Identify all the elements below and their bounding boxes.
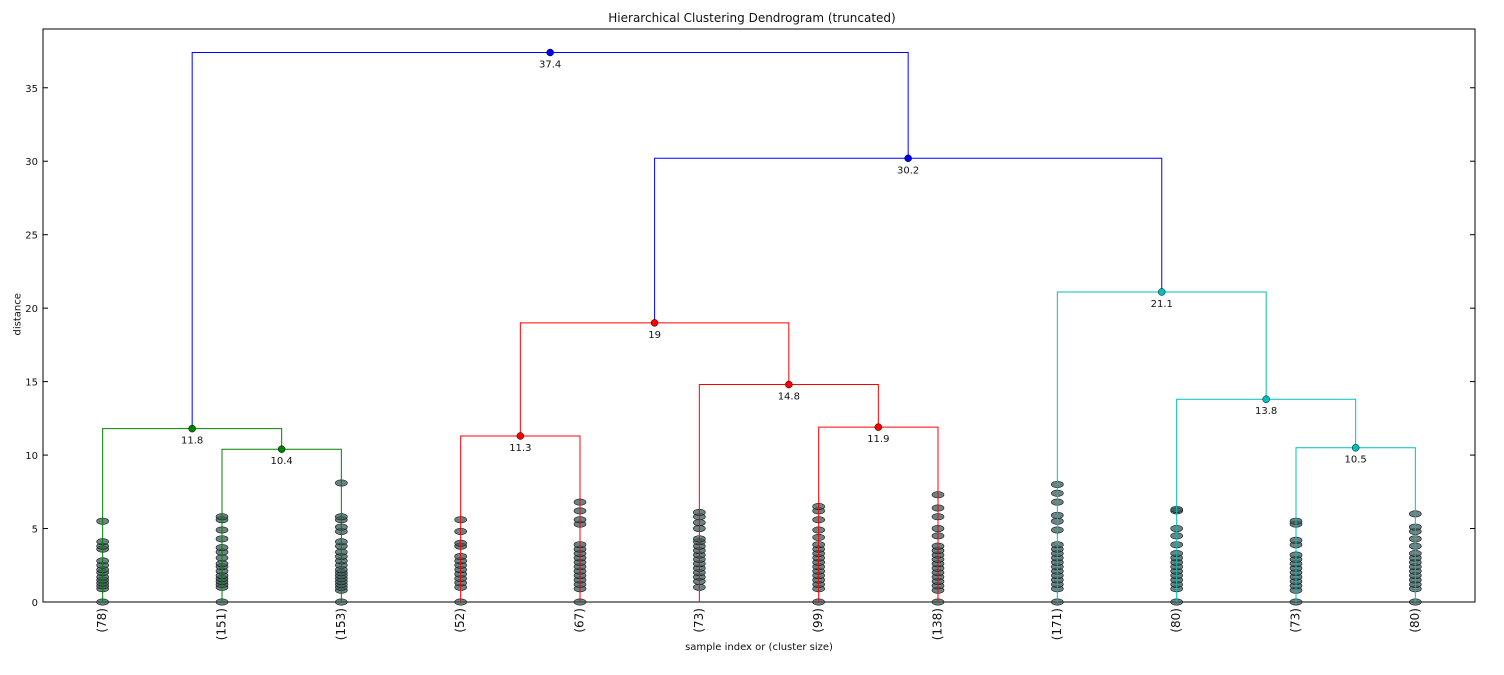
x-tick-label: (80)	[1169, 608, 1183, 633]
x-tick-label: (153)	[334, 608, 348, 640]
leaf-points-group	[96, 479, 1422, 606]
y-tick-label: 30	[25, 157, 38, 168]
dendrogram-link	[1176, 398, 1357, 602]
x-tick-label: (138)	[931, 608, 945, 640]
merge-point	[1262, 395, 1270, 403]
merge-point	[188, 424, 196, 433]
y-tick-label: 10	[25, 451, 38, 462]
dendrogram-link	[818, 426, 939, 602]
dendrogram-link	[191, 52, 909, 429]
y-axis-label: distance	[12, 293, 24, 336]
merge-distance-label: 11.8	[181, 436, 203, 447]
merge-distance-label: 13.8	[1255, 406, 1277, 417]
dendrogram-link	[460, 435, 581, 602]
merge-distance-label: 19	[648, 330, 661, 341]
merge-distance-label: 37.4	[539, 60, 561, 71]
merge-distance-label: 21.1	[1151, 299, 1173, 310]
merge-distance-label: 11.3	[509, 443, 531, 454]
dendrogram-link	[102, 428, 283, 602]
merge-point	[277, 445, 286, 453]
merge-distance-label: 11.9	[867, 434, 889, 445]
x-tick-label: (78)	[95, 608, 109, 633]
dendrogram-link	[1295, 447, 1416, 602]
dendrogram-links-group: 10.4 11.8 11.3 11.9 14.8 19 10.5 13.8 21.1 30.2 37…	[102, 48, 1416, 602]
y-tick-label: 35	[25, 84, 38, 95]
merge-point	[785, 380, 793, 389]
dendrogram-link	[654, 157, 1163, 323]
x-tick-label: (80)	[1408, 608, 1422, 633]
x-tick-label: (151)	[215, 608, 229, 640]
x-tick-label: (171)	[1050, 608, 1064, 640]
merge-point	[1158, 288, 1166, 296]
plot-frame	[42, 28, 1476, 603]
chart-title: Hierarchical Clustering Dendrogram (trun…	[608, 11, 896, 25]
x-tick-label: (73)	[692, 608, 706, 633]
dendrogram-link	[698, 384, 879, 602]
merge-distance-label: 10.4	[271, 456, 293, 467]
y-tick-label: 5	[32, 525, 38, 536]
x-tick-label: (99)	[811, 608, 825, 633]
x-tick-label: (52)	[453, 608, 467, 633]
merge-distance-label: 14.8	[778, 392, 800, 403]
y-tick-label: 0	[32, 598, 38, 609]
y-tick-label: 25	[25, 231, 38, 242]
merge-point	[650, 319, 659, 327]
y-tick-label: 15	[25, 378, 38, 389]
merge-distance-label: 30.2	[897, 165, 919, 176]
merge-point	[546, 48, 554, 57]
x-axis-label: sample index or (cluster size)	[685, 642, 833, 653]
dendrogram-link	[1056, 291, 1267, 602]
merge-point	[1351, 443, 1360, 452]
merge-point	[904, 154, 912, 163]
dendrogram-link	[221, 448, 342, 602]
x-tick-label: (67)	[573, 608, 587, 633]
merge-point	[516, 432, 525, 440]
merge-distance-label: 10.5	[1345, 455, 1367, 466]
x-tick-label: (73)	[1289, 608, 1303, 633]
y-tick-label: 20	[25, 304, 38, 315]
merge-point	[874, 423, 883, 431]
